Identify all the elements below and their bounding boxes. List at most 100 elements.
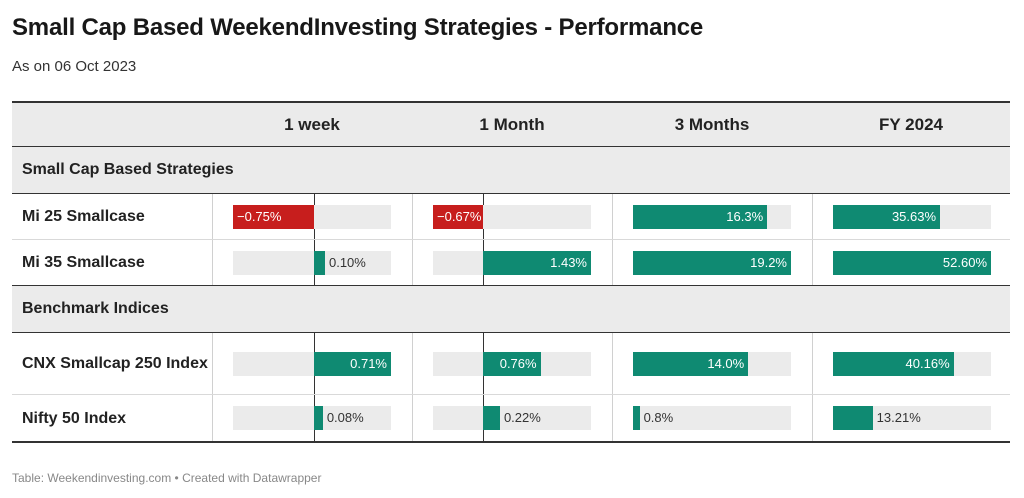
column-divider bbox=[812, 333, 813, 394]
value-cell: −0.75% bbox=[212, 194, 412, 239]
column-divider bbox=[612, 395, 613, 441]
bar-track: 52.60% bbox=[833, 250, 991, 275]
value-cell: 0.76% bbox=[412, 333, 612, 394]
bar-track: 0.22% bbox=[433, 406, 591, 430]
table-row: CNX Smallcap 250 Index 0.71% 0.76% 14.0% 40.… bbox=[12, 333, 1010, 395]
column-divider bbox=[212, 333, 213, 394]
column-header-1-month[interactable]: 1 Month bbox=[479, 114, 545, 134]
bar-track: 0.08% bbox=[233, 406, 391, 430]
data-label: 0.8% bbox=[643, 410, 674, 425]
value-cell: 35.63% bbox=[812, 194, 1012, 239]
data-bar[interactable] bbox=[833, 351, 954, 376]
data-label: −0.75% bbox=[237, 208, 282, 224]
value-cell: 52.60% bbox=[812, 240, 1012, 285]
data-label: −0.67% bbox=[437, 208, 482, 224]
column-divider bbox=[212, 194, 213, 239]
value-cell: 0.71% bbox=[212, 333, 412, 394]
chart-subtitle: As on 06 Oct 2023 bbox=[12, 58, 137, 75]
data-label: 0.08% bbox=[326, 410, 364, 425]
data-label: 19.2% bbox=[750, 254, 787, 270]
data-label: 1.43% bbox=[550, 254, 587, 270]
column-divider bbox=[412, 395, 413, 441]
group-row: Small Cap Based Strategies bbox=[12, 147, 1010, 194]
bar-track: 16.3% bbox=[633, 204, 791, 229]
bar-track: 19.2% bbox=[633, 250, 791, 275]
column-divider bbox=[812, 240, 813, 285]
source-footer: Table: Weekendinvesting.com • Created wi… bbox=[12, 471, 322, 485]
column-divider bbox=[812, 194, 813, 239]
bar-track: 0.8% bbox=[633, 406, 791, 430]
value-cell: 40.16% bbox=[812, 333, 1012, 394]
row-label: CNX Smallcap 250 Index bbox=[22, 355, 208, 372]
header-row: 1 week 1 Month 3 Months FY 2024 bbox=[12, 103, 1010, 147]
value-cell: 13.21% bbox=[812, 395, 1012, 441]
data-bar[interactable] bbox=[314, 351, 391, 376]
column-divider bbox=[612, 333, 613, 394]
bar-track: 14.0% bbox=[633, 351, 791, 376]
data-label: 35.63% bbox=[891, 208, 937, 224]
column-divider bbox=[612, 194, 613, 239]
value-cell: −0.67% bbox=[412, 194, 612, 239]
value-cell: 1.43% bbox=[412, 240, 612, 285]
bar-track: 0.76% bbox=[433, 351, 591, 376]
performance-table: 1 week 1 Month 3 Months FY 2024 Small Ca… bbox=[12, 101, 1010, 443]
column-header-1-week[interactable]: 1 week bbox=[284, 114, 340, 134]
row-label: Nifty 50 Index bbox=[22, 409, 127, 427]
bar-track: 35.63% bbox=[833, 204, 991, 229]
column-divider bbox=[812, 395, 813, 441]
value-cell: 16.3% bbox=[612, 194, 812, 239]
table-row: Mi 25 Smallcase −0.75% −0.67% 16.3% 35.63% bbox=[12, 194, 1010, 240]
data-bar[interactable] bbox=[833, 406, 873, 430]
data-bar[interactable] bbox=[833, 204, 941, 229]
data-bar[interactable] bbox=[433, 204, 484, 229]
column-divider bbox=[412, 240, 413, 285]
data-bar[interactable] bbox=[483, 406, 500, 430]
value-cell: 14.0% bbox=[612, 333, 812, 394]
bar-track: −0.67% bbox=[433, 204, 591, 229]
value-cell: 19.2% bbox=[612, 240, 812, 285]
table-row: Mi 35 Smallcase 0.10% 1.43% 19.2% 52.60% bbox=[12, 240, 1010, 286]
data-label: 0.71% bbox=[350, 355, 387, 371]
data-label: 14.0% bbox=[707, 355, 745, 371]
data-bar[interactable] bbox=[833, 250, 991, 275]
data-bar[interactable] bbox=[314, 250, 325, 275]
column-divider bbox=[612, 240, 613, 285]
column-header-3-months[interactable]: 3 Months bbox=[674, 114, 750, 134]
data-bar[interactable] bbox=[314, 406, 323, 430]
value-cell: 0.08% bbox=[212, 395, 412, 441]
data-label: 13.21% bbox=[876, 410, 921, 425]
column-divider bbox=[212, 395, 213, 441]
table-row: Nifty 50 Index 0.08% 0.22% 0.8% 13.21% bbox=[12, 395, 1010, 441]
bar-track: −0.75% bbox=[233, 204, 391, 229]
data-bar[interactable] bbox=[633, 250, 791, 275]
bar-track: 13.21% bbox=[833, 406, 991, 430]
data-label: 0.10% bbox=[328, 254, 366, 270]
column-header-fy-2024[interactable]: FY 2024 bbox=[879, 114, 943, 134]
data-bar[interactable] bbox=[633, 406, 640, 430]
column-divider bbox=[412, 333, 413, 394]
row-label: Mi 25 Smallcase bbox=[22, 208, 145, 225]
value-cell: 0.8% bbox=[612, 395, 812, 441]
bar-track: 0.10% bbox=[233, 250, 391, 275]
data-bar[interactable] bbox=[483, 250, 591, 275]
column-divider bbox=[212, 240, 213, 285]
chart-title: Small Cap Based WeekendInvesting Strateg… bbox=[12, 14, 704, 41]
row-label: Mi 35 Smallcase bbox=[22, 254, 145, 271]
value-cell: 0.10% bbox=[212, 240, 412, 285]
data-label: 16.3% bbox=[726, 208, 764, 224]
bar-track: 0.71% bbox=[233, 351, 391, 376]
data-label: 0.76% bbox=[499, 355, 537, 371]
bar-track: 1.43% bbox=[433, 250, 591, 275]
value-cell: 0.22% bbox=[412, 395, 612, 441]
data-label: 40.16% bbox=[905, 355, 950, 371]
group-label: Benchmark Indices bbox=[22, 300, 169, 317]
data-bar[interactable] bbox=[633, 204, 768, 229]
data-bar[interactable] bbox=[633, 351, 749, 376]
column-divider bbox=[412, 194, 413, 239]
data-bar[interactable] bbox=[483, 351, 541, 376]
bar-track: 40.16% bbox=[833, 351, 991, 376]
data-label: 0.22% bbox=[503, 410, 541, 425]
data-bar[interactable] bbox=[233, 204, 315, 229]
group-label: Small Cap Based Strategies bbox=[22, 161, 234, 178]
group-row: Benchmark Indices bbox=[12, 286, 1010, 333]
